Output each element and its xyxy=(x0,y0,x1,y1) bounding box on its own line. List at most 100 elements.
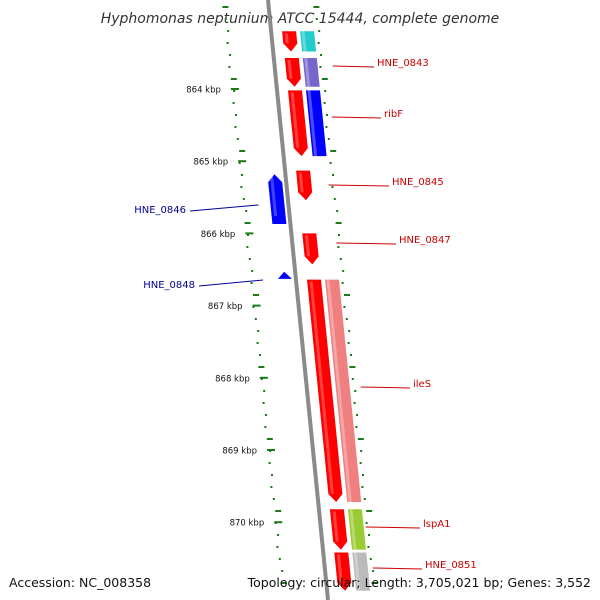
cog-highlight xyxy=(304,58,311,87)
gc-dot xyxy=(367,546,370,548)
gc-dot xyxy=(313,6,320,8)
gc-dot xyxy=(232,102,235,104)
gc-dot xyxy=(266,438,273,440)
gc-dot xyxy=(355,426,358,428)
gc-dot xyxy=(363,498,366,500)
gene-arrow-HNE_0848 xyxy=(277,271,292,279)
gc-dot xyxy=(329,162,332,164)
gc-dot xyxy=(234,126,237,128)
gc-dot xyxy=(320,54,322,56)
gc-dot xyxy=(239,150,246,152)
gene-highlight xyxy=(298,172,304,193)
gc-dot xyxy=(359,462,362,464)
gc-dot xyxy=(242,198,245,200)
gc-dot xyxy=(317,42,320,44)
gc-dot xyxy=(262,402,265,404)
gc-dot xyxy=(333,198,336,200)
cog-block-ileS xyxy=(325,279,362,502)
gc-dot xyxy=(353,402,356,404)
gc-dot xyxy=(323,102,326,104)
cog-highlight xyxy=(326,279,352,502)
gc-dot xyxy=(265,414,267,416)
gc-dot xyxy=(330,150,337,152)
gc-dot xyxy=(360,450,363,452)
gc-dot xyxy=(224,18,227,20)
axis-tick-mark xyxy=(245,232,254,235)
cog-highlight xyxy=(349,509,357,550)
gc-dot xyxy=(326,114,328,116)
gene-highlight xyxy=(305,235,311,257)
cog-highlight xyxy=(301,31,307,52)
gc-dot xyxy=(339,258,342,260)
axis-tick-mark xyxy=(259,376,268,379)
gene-arrow-lspA1 xyxy=(329,509,348,550)
gene-label-HNE_0843: HNE_0843 xyxy=(377,58,429,69)
axis-tick-label: 867 kbp xyxy=(208,302,243,312)
gc-dot xyxy=(252,306,255,308)
axis-tick-mark xyxy=(267,449,275,451)
leader-line-HNE_0846 xyxy=(189,204,259,212)
gene-highlight xyxy=(287,60,293,79)
leader-line-HNE_0848 xyxy=(198,279,264,287)
gc-dot xyxy=(258,366,265,368)
gc-dot xyxy=(259,354,261,356)
gc-dot xyxy=(240,186,243,188)
gene-label-HNE_0851: HNE_0851 xyxy=(425,560,477,571)
gene-label-lspA1: lspA1 xyxy=(423,519,451,530)
gene-label-ileS: ileS xyxy=(413,379,431,390)
gc-dot xyxy=(268,462,271,464)
backbone-line xyxy=(266,0,330,600)
gc-dot xyxy=(276,546,279,548)
cog-highlight xyxy=(307,90,318,157)
gene-arrow-HNE_0851 xyxy=(334,552,352,591)
gene-label-HNE_0848: HNE_0848 xyxy=(143,280,195,291)
gc-dot xyxy=(319,66,322,68)
gc-dot xyxy=(349,366,356,368)
gc-dot xyxy=(335,222,342,224)
gene-highlight xyxy=(279,270,283,274)
gene-highlight xyxy=(270,176,278,216)
leader-line-HNE_0851 xyxy=(372,567,423,570)
gc-dot xyxy=(263,390,266,392)
axis-tick-label: 870 kbp xyxy=(230,519,265,529)
gc-dot xyxy=(227,30,230,32)
gc-dot xyxy=(324,90,327,92)
gc-dot xyxy=(341,282,344,284)
gc-dot xyxy=(226,42,229,44)
leader-line-lspA1 xyxy=(365,526,421,529)
gc-dot xyxy=(250,282,253,284)
gc-dot xyxy=(244,222,251,224)
gc-dot xyxy=(338,234,340,236)
gc-dot xyxy=(245,210,248,212)
gc-dot xyxy=(238,162,241,164)
leader-line-ileS xyxy=(360,386,411,389)
gc-dot xyxy=(233,90,236,92)
gc-dot xyxy=(365,522,368,524)
leader-line-ribF xyxy=(331,116,382,119)
gc-dot xyxy=(337,246,340,248)
cog-block-gene-top xyxy=(300,31,317,52)
axis-tick-label: 865 kbp xyxy=(193,158,228,168)
gene-arrow-HNE_0847 xyxy=(302,233,319,265)
gc-dot xyxy=(325,126,328,128)
gc-dot xyxy=(336,210,339,212)
cog-block-HNE_0843 xyxy=(302,58,320,87)
gc-dot xyxy=(357,438,364,440)
leader-line-HNE_0843 xyxy=(332,65,375,68)
accession-text: Accession: NC_008358 xyxy=(9,575,152,590)
gc-track-outer xyxy=(313,6,378,584)
gc-dot xyxy=(228,66,231,68)
gc-dot xyxy=(229,54,231,56)
gc-dot xyxy=(331,186,334,188)
gc-dot xyxy=(345,318,348,320)
gene-arrow-ribF xyxy=(288,90,308,157)
gc-dot xyxy=(281,570,284,572)
cog-block-ribF xyxy=(306,90,327,157)
gene-arrow-HNE_0845 xyxy=(296,170,313,201)
gc-dot xyxy=(354,390,357,392)
cog-highlight xyxy=(353,552,361,591)
gc-dot xyxy=(230,78,237,80)
axis-tick-label: 869 kbp xyxy=(222,447,257,457)
gc-dot xyxy=(251,270,254,272)
